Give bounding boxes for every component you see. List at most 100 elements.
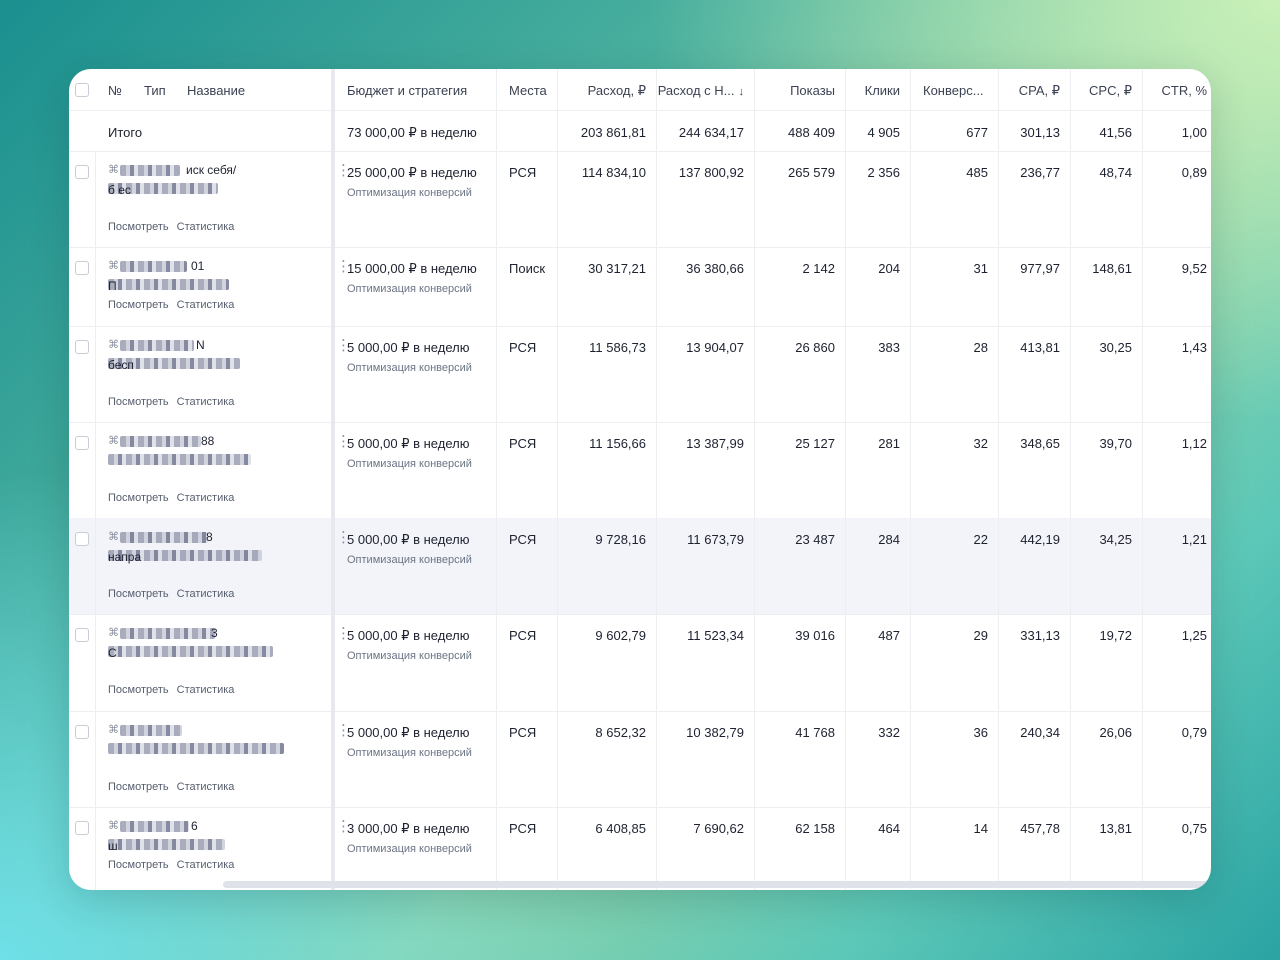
row-links: Посмотреть Статистика bbox=[108, 299, 242, 311]
col-impressions[interactable]: Показы bbox=[755, 69, 846, 110]
row-checkbox[interactable] bbox=[75, 340, 89, 354]
table-row[interactable]: ⌘ 01 П Посмотреть Статистика ⋮ 15 000,00 ₽ в н… bbox=[69, 247, 1211, 327]
blurred-name bbox=[108, 183, 218, 194]
blurred-name bbox=[120, 340, 194, 351]
ctr-cell: 9,52 bbox=[1181, 261, 1207, 276]
view-link[interactable]: Посмотреть bbox=[108, 221, 169, 233]
col-places[interactable]: Места bbox=[497, 69, 558, 110]
row-links: Посмотреть Статистика bbox=[108, 588, 242, 600]
stats-link[interactable]: Статистика bbox=[176, 684, 235, 696]
campaign-type-icon: ⌘ bbox=[108, 531, 119, 543]
budget-cell[interactable]: 5 000,00 ₽ в неделю Оптимизация конверсий bbox=[335, 422, 497, 518]
budget-cell[interactable]: 5 000,00 ₽ в неделю Оптимизация конверсий bbox=[335, 518, 497, 614]
view-link[interactable]: Посмотреть bbox=[108, 859, 169, 871]
places-cell: Поиск bbox=[497, 247, 558, 326]
budget-cell[interactable]: 3 000,00 ₽ в неделю Оптимизация конверсий bbox=[335, 807, 497, 890]
spend-vat-cell: 7 690,62 bbox=[657, 807, 755, 890]
stats-link[interactable]: Статистика bbox=[176, 221, 235, 233]
conversions-cell: 29 bbox=[911, 614, 999, 711]
campaign-type-icon: ⌘ bbox=[108, 627, 119, 639]
col-cpc[interactable]: CPC, ₽ bbox=[1071, 69, 1143, 110]
row-checkbox[interactable] bbox=[75, 628, 89, 642]
stats-link[interactable]: Статистика bbox=[176, 781, 235, 793]
stats-link[interactable]: Статистика bbox=[176, 492, 235, 504]
row-checkbox[interactable] bbox=[75, 165, 89, 179]
col-ctr[interactable]: CTR, % bbox=[1161, 83, 1208, 98]
view-link[interactable]: Посмотреть bbox=[108, 588, 169, 600]
blurred-name bbox=[120, 261, 187, 272]
col-cpa[interactable]: CPA, ₽ bbox=[999, 69, 1071, 110]
more-menu-icon[interactable]: ⋮ bbox=[336, 433, 351, 450]
spend-vat-cell: 36 380,66 bbox=[657, 247, 755, 326]
more-menu-icon[interactable]: ⋮ bbox=[336, 625, 351, 642]
table-row[interactable]: ⌘ 3 С Посмотреть Статистика ⋮ 5 000,00 ₽ в нед… bbox=[69, 614, 1211, 712]
view-link[interactable]: Посмотреть bbox=[108, 396, 169, 408]
table-row[interactable]: ⌘ иск себя/б ес Посмотреть Статистика ⋮ 25 00… bbox=[69, 151, 1211, 248]
view-link[interactable]: Посмотреть bbox=[108, 684, 169, 696]
horizontal-scrollbar[interactable] bbox=[223, 881, 1211, 888]
view-link[interactable]: Посмотреть bbox=[108, 492, 169, 504]
spend-vat-cell: 11 523,34 bbox=[657, 614, 755, 711]
more-menu-icon[interactable]: ⋮ bbox=[336, 337, 351, 354]
budget-cell[interactable]: 5 000,00 ₽ в неделю Оптимизация конверсий bbox=[335, 326, 497, 422]
budget-cell[interactable]: 15 000,00 ₽ в неделю Оптимизация конверси… bbox=[335, 247, 497, 326]
col-type[interactable]: Тип bbox=[144, 83, 166, 98]
more-menu-icon[interactable]: ⋮ bbox=[336, 258, 351, 275]
blurred-name bbox=[120, 436, 201, 447]
name-fragment: иск себя/ bbox=[186, 163, 237, 177]
blurred-name bbox=[120, 165, 180, 176]
cpc-cell: 48,74 bbox=[1071, 151, 1143, 247]
col-name[interactable]: Название bbox=[187, 83, 246, 98]
col-spend-vat[interactable]: Расход с Н... ↓ bbox=[657, 69, 755, 110]
more-menu-icon[interactable]: ⋮ bbox=[336, 529, 351, 546]
stats-link[interactable]: Статистика bbox=[176, 396, 235, 408]
table-row[interactable]: ⌘ 88 Посмотреть Статистика ⋮ 5 000,00 ₽ в нед… bbox=[69, 422, 1211, 519]
col-num[interactable]: № bbox=[108, 83, 122, 98]
cpa-cell: 331,13 bbox=[999, 614, 1071, 711]
stats-link[interactable]: Статистика bbox=[176, 299, 235, 311]
column-divider[interactable] bbox=[331, 69, 335, 890]
more-menu-icon[interactable]: ⋮ bbox=[336, 722, 351, 739]
more-menu-icon[interactable]: ⋮ bbox=[336, 818, 351, 835]
view-link[interactable]: Посмотреть bbox=[108, 781, 169, 793]
view-link[interactable]: Посмотреть bbox=[108, 299, 169, 311]
ctr-cell: 1,25 bbox=[1181, 628, 1207, 643]
ctr-cell: 1,43 bbox=[1181, 340, 1207, 355]
stats-link[interactable]: Статистика bbox=[176, 859, 235, 871]
budget-cell[interactable]: 5 000,00 ₽ в неделю Оптимизация конверсий bbox=[335, 711, 497, 807]
row-checkbox[interactable] bbox=[75, 725, 89, 739]
col-conversions[interactable]: Конверс... bbox=[911, 69, 999, 110]
more-menu-icon[interactable]: ⋮ bbox=[336, 162, 351, 179]
cpc-cell: 148,61 bbox=[1071, 247, 1143, 326]
places-cell: РСЯ bbox=[497, 326, 558, 422]
col-budget[interactable]: Бюджет и стратегия bbox=[335, 69, 497, 110]
strategy-label: Оптимизация конверсий bbox=[347, 283, 472, 295]
row-checkbox[interactable] bbox=[75, 436, 89, 450]
budget-value: 5 000,00 ₽ в неделю bbox=[347, 725, 470, 740]
stats-link[interactable]: Статистика bbox=[176, 588, 235, 600]
select-all-checkbox[interactable] bbox=[75, 83, 89, 97]
name-fragment: 3 bbox=[211, 626, 218, 640]
strategy-label: Оптимизация конверсий bbox=[347, 650, 472, 662]
table-row[interactable]: ⌘ 8 напра Посмотреть Статистика ⋮ 5 000,00 ₽ в… bbox=[69, 518, 1211, 615]
row-checkbox[interactable] bbox=[75, 821, 89, 835]
budget-value: 3 000,00 ₽ в неделю bbox=[347, 821, 470, 836]
clicks-cell: 281 bbox=[846, 422, 911, 518]
spend-vat-cell: 13 387,99 bbox=[657, 422, 755, 518]
budget-cell[interactable]: 5 000,00 ₽ в неделю Оптимизация конверсий bbox=[335, 614, 497, 711]
table-row[interactable]: ⌘ 6 ш Посмотреть Статистика ⋮ 3 000,00 ₽ в нед… bbox=[69, 807, 1211, 890]
budget-value: 25 000,00 ₽ в неделю bbox=[347, 165, 477, 180]
row-checkbox[interactable] bbox=[75, 532, 89, 546]
table-row[interactable]: ⌘ Посмотреть Статистика ⋮ 5 000,00 ₽ в недел… bbox=[69, 711, 1211, 808]
col-clicks[interactable]: Клики bbox=[846, 69, 911, 110]
cpc-cell: 30,25 bbox=[1071, 326, 1143, 422]
strategy-label: Оптимизация конверсий bbox=[347, 554, 472, 566]
row-checkbox[interactable] bbox=[75, 261, 89, 275]
total-row: Итого 73 000,00 ₽ в неделю 203 861,81 24… bbox=[69, 110, 1211, 152]
col-spend[interactable]: Расход, ₽ bbox=[558, 69, 657, 110]
budget-cell[interactable]: 25 000,00 ₽ в неделю Оптимизация конверси… bbox=[335, 151, 497, 247]
impressions-cell: 25 127 bbox=[755, 422, 846, 518]
name-fragment: 6 bbox=[191, 819, 198, 833]
strategy-label: Оптимизация конверсий bbox=[347, 747, 472, 759]
